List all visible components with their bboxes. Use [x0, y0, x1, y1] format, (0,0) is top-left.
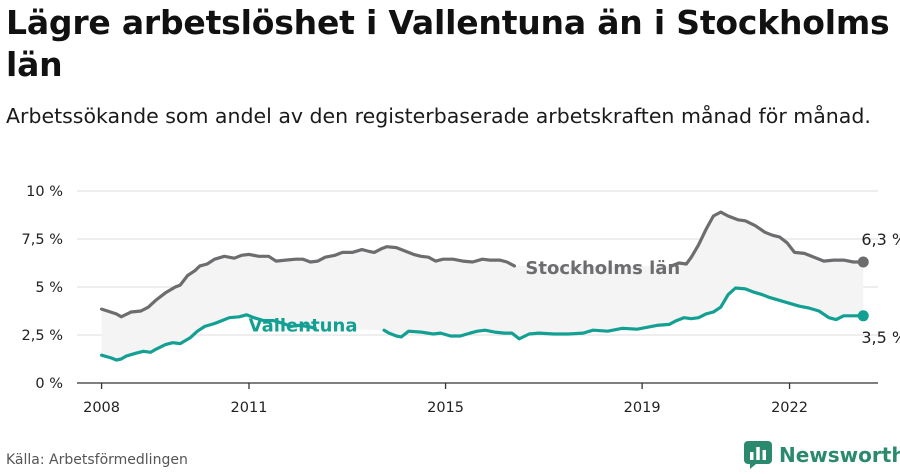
end-value-label-stockholms-län: 6,3 %	[861, 230, 900, 249]
brand-logo: Newsworthy	[744, 441, 900, 469]
y-tick-label: 10 %	[26, 184, 63, 200]
series-label-vallentuna: Vallentuna	[249, 315, 358, 336]
series-label-stockholms-län: Stockholms län	[525, 258, 680, 279]
y-tick-label: 7,5 %	[22, 232, 63, 248]
label-layer: 6,3 % Stockholms län 3,5 % Vallentuna	[249, 230, 900, 347]
series-layer	[100, 210, 869, 362]
gap-band	[101, 212, 864, 360]
y-tick-label: 2,5 %	[22, 328, 63, 344]
x-tick-label: 2008	[83, 400, 120, 416]
series-line-stockholms-län	[100, 210, 865, 319]
x-tick-label: 2011	[231, 400, 268, 416]
x-tick-label: 2022	[771, 400, 808, 416]
end-marker-vallentuna	[857, 310, 869, 322]
y-tick-label: 0 %	[35, 376, 63, 392]
brand-name: Newsworthy	[779, 443, 900, 467]
series-line-vallentuna	[100, 286, 865, 362]
bar-chart-logo-icon	[744, 441, 772, 469]
axis-layer: 0 % 2,5 % 5 % 7,5 % 10 % 2008 2011 2015 2019 2022	[22, 184, 878, 416]
y-tick-label: 5 %	[35, 280, 63, 296]
chart-subtitle: Arbetssökande som andel av den registerb…	[6, 104, 871, 128]
page-title: Lägre arbetslöshet i Vallentuna än i Sto…	[6, 3, 890, 84]
end-value-label-vallentuna: 3,5 %	[861, 328, 900, 347]
x-tick-label: 2015	[427, 400, 464, 416]
end-marker-stockholms-län	[857, 256, 869, 268]
source-note: Källa: Arbetsförmedlingen	[6, 452, 188, 468]
x-tick-label: 2019	[624, 400, 661, 416]
